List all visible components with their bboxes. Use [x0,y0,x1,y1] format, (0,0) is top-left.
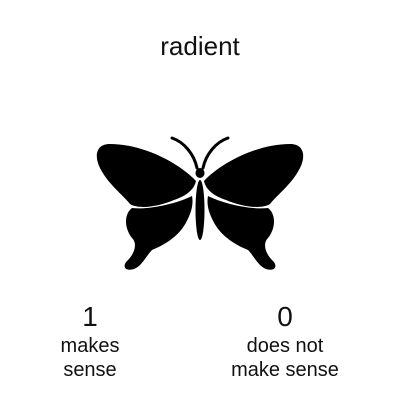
option-label-line: make sense [231,359,339,381]
butterfly-icon [96,136,304,270]
butterfly-picture [90,128,310,278]
option-label-line: makes [60,335,120,357]
option-value: 1 [82,301,98,332]
option-label-line: sense [63,359,117,381]
prompt-word: radient [160,31,240,61]
option-value: 0 [277,301,293,332]
option-makes-sense: 1 makes sense [40,300,140,382]
option-does-not-make-sense: 0 does not make sense [205,300,365,382]
option-label-line: does not [246,335,324,357]
